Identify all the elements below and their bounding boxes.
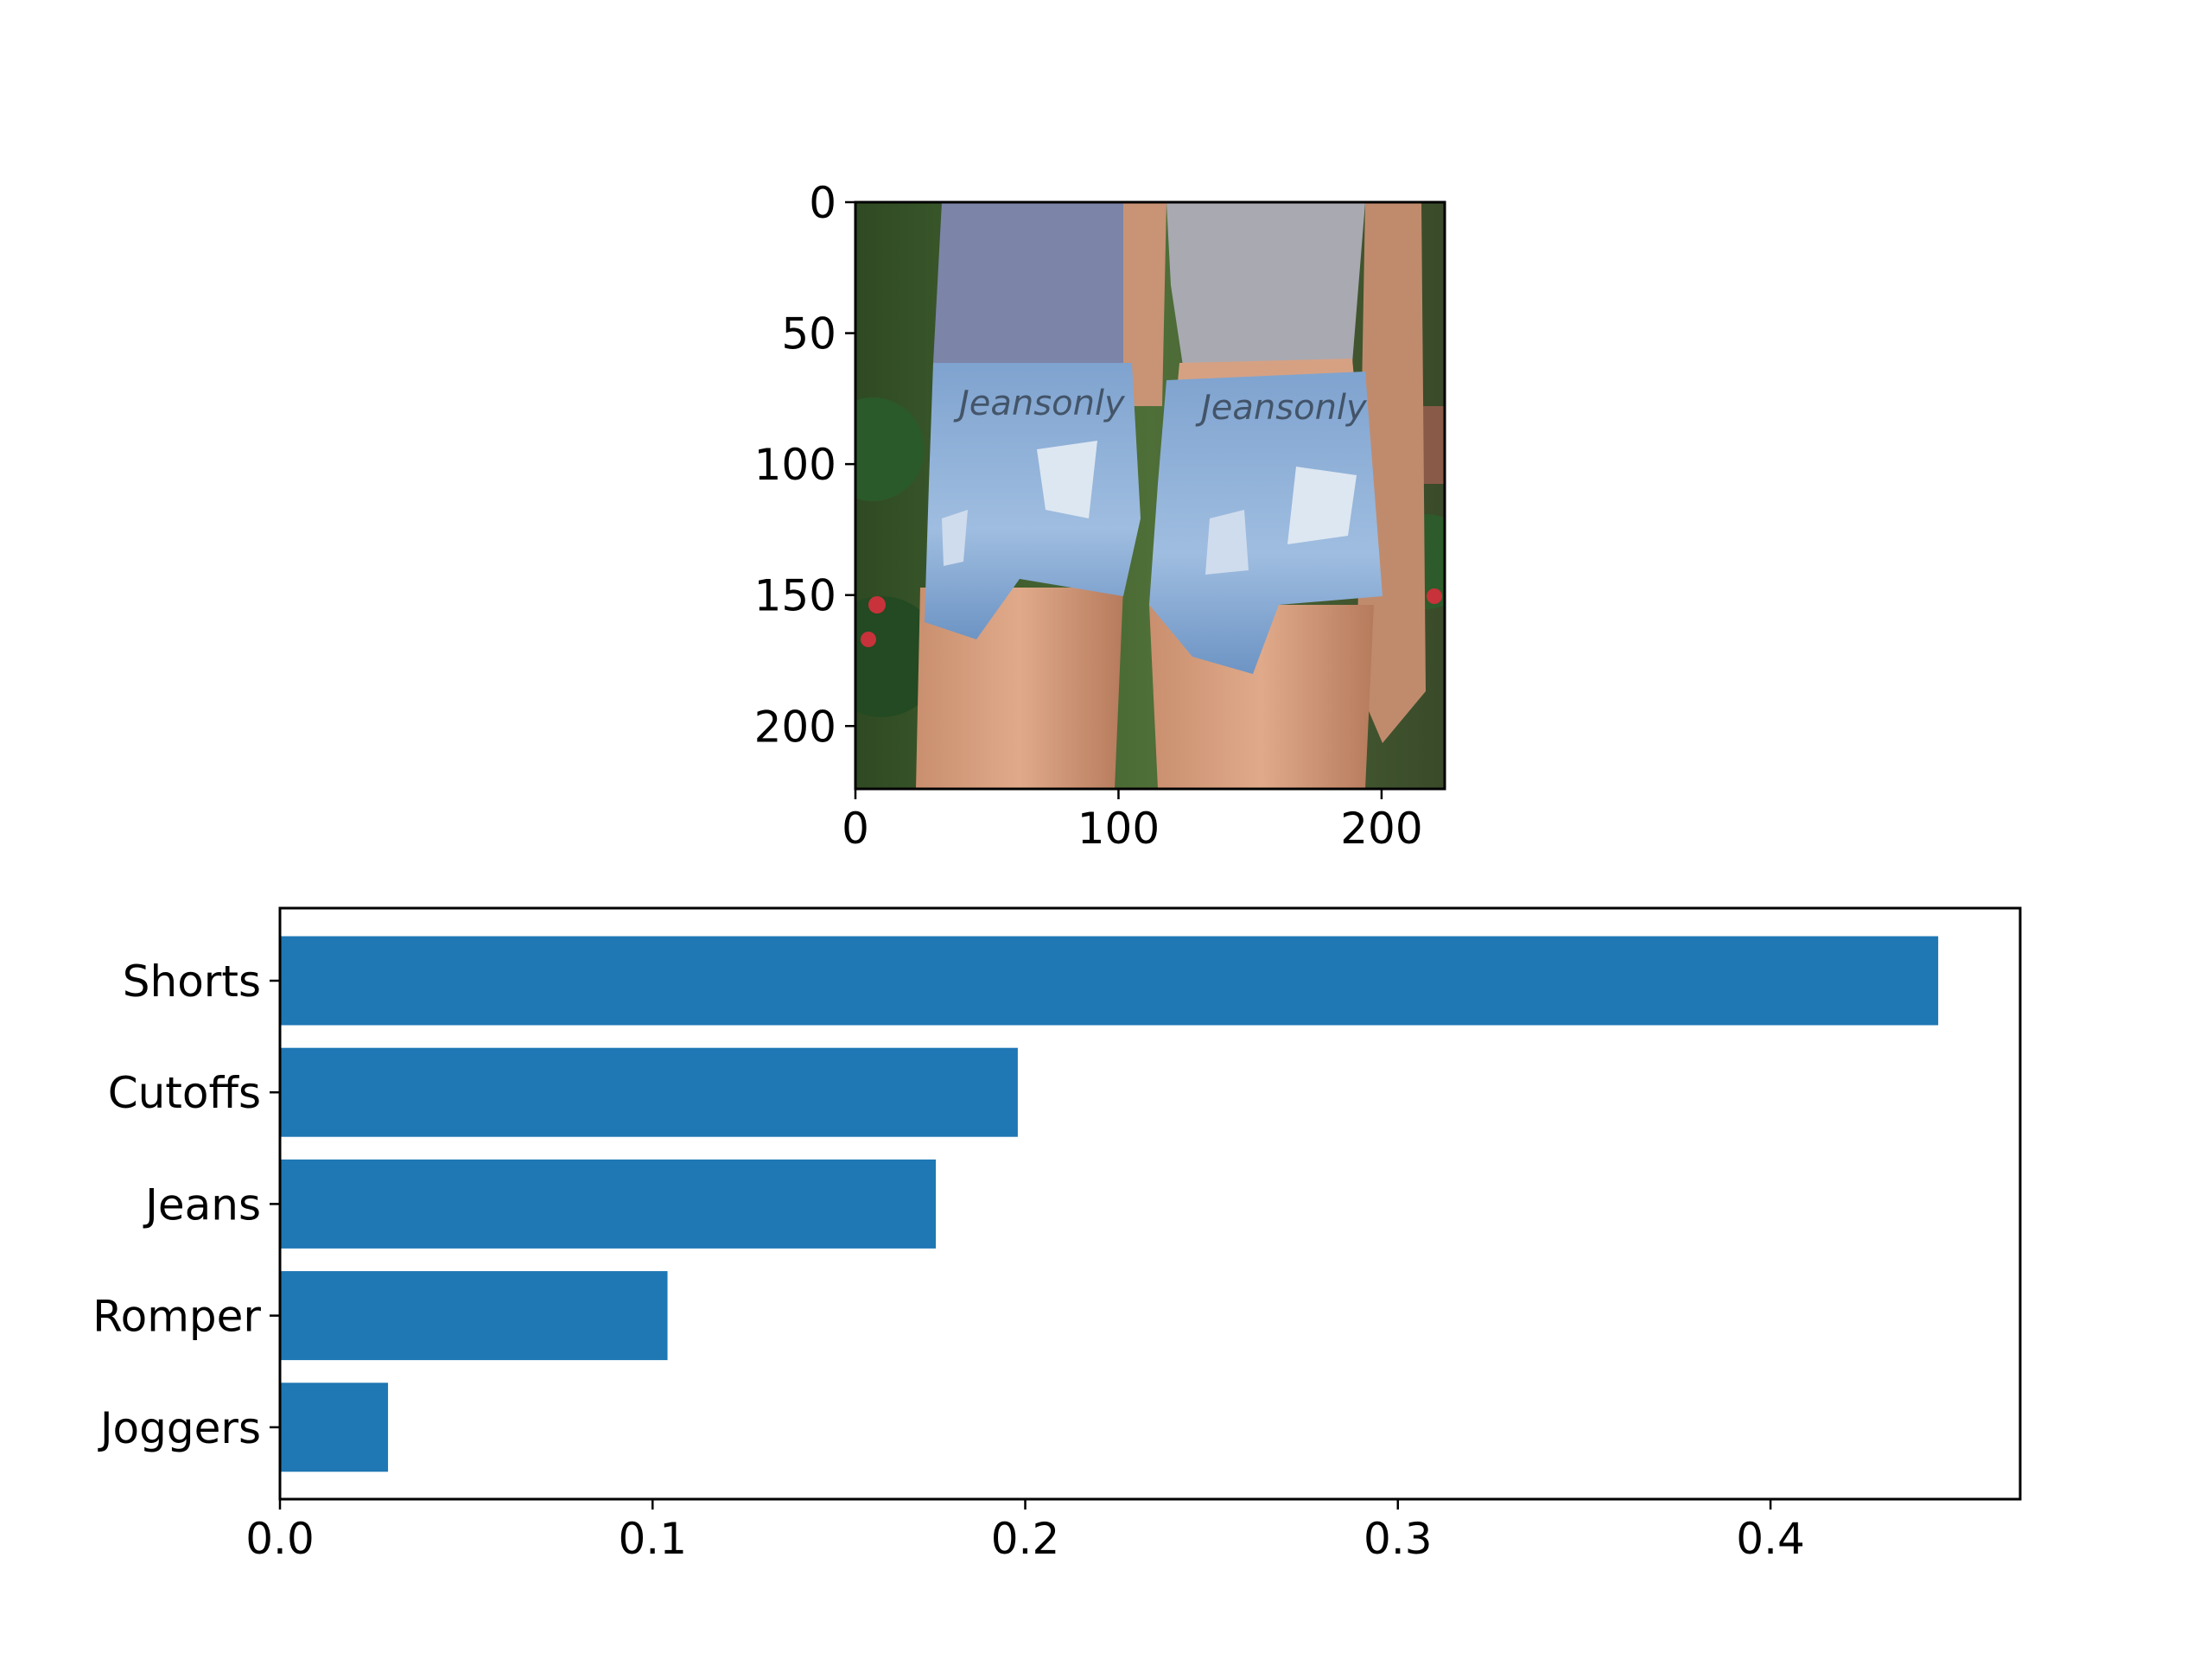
image-x-ticks: 0 100 200 [842,789,1423,854]
bar-category-label: Joggers [98,1403,261,1453]
image-axes-frame [854,200,1446,791]
bar-shorts [280,936,1939,1026]
bar-joggers [280,1382,389,1472]
image-panel: Jeansonly Jeansonly 0 100 200 0 50 100 150 200 [754,178,1446,854]
image-x-tick-label: 100 [1077,804,1160,854]
bars [280,936,1939,1472]
bar-romper [280,1271,668,1361]
image-y-tick-label: 0 [809,178,836,228]
bar-x-tick-label: 0.1 [618,1514,687,1564]
image-y-tick-label: 100 [754,440,836,490]
bar-x-tick-label: 0.2 [991,1514,1060,1564]
bar-chart-panel: 0.0 0.1 0.2 0.3 0.4 Shorts Cutoffs Jeans Romper… [92,906,2022,1564]
bar-x-tick-label: 0.3 [1363,1514,1433,1564]
photo: Jeansonly Jeansonly [855,202,1445,789]
image-y-tick-label: 150 [754,571,836,621]
bar-category-label: Cutoffs [108,1068,261,1118]
bar-category-label: Jeans [143,1179,261,1230]
bar-jeans [280,1159,937,1249]
image-y-tick-label: 200 [754,702,836,752]
image-x-tick-label: 0 [842,804,869,854]
bar-x-tick-label: 0.4 [1736,1514,1805,1564]
bar-category-label: Shorts [123,957,261,1007]
watermark-right: Jeansonly [1195,388,1368,428]
image-y-tick-label: 50 [781,309,836,359]
image-x-tick-label: 200 [1340,804,1422,854]
bar-x-tick-label: 0.0 [245,1514,315,1564]
bar-category-label: Romper [92,1292,261,1342]
image-y-ticks: 0 50 100 150 200 [754,178,855,752]
watermark-left: Jeansonly [953,384,1126,423]
bar-x-ticks: 0.0 0.1 0.2 0.3 0.4 [245,1499,1805,1564]
bar-category-ticks: Shorts Cutoffs Jeans Romper Joggers [92,957,280,1453]
bar-cutoffs [280,1047,1018,1137]
